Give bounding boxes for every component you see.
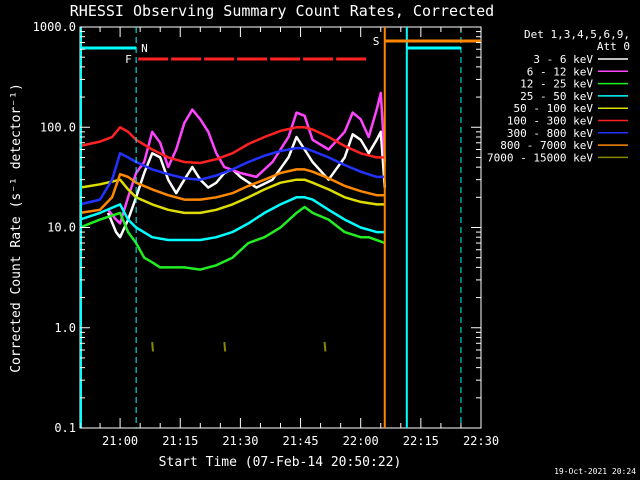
y-tick-label: 1.0 [54, 321, 76, 335]
x-tick-label: 22:00 [343, 434, 379, 448]
legend-entry-label: 7000 - 15000 keV [487, 151, 593, 164]
series-layer [79, 91, 387, 352]
y-tick-label: 1000.0 [33, 20, 76, 34]
legend-entry-label: 6 - 12 keV [527, 65, 594, 78]
saa-marker-label: S [373, 35, 380, 48]
legend-entry-label: 800 - 7000 keV [500, 139, 593, 152]
legend-entry-label: 12 - 25 keV [520, 78, 593, 91]
legend-header-line: Att 0 [597, 40, 630, 53]
legend-entry-label: 300 - 800 keV [507, 127, 593, 140]
y-axis-label: Corrected Count Rate (s⁻¹ detector⁻¹) [9, 83, 24, 373]
overlay-layer: NF S [80, 27, 481, 428]
series-7000-15000-kev-mark [223, 341, 227, 352]
series-800-7000-kev-line [79, 168, 385, 215]
series-7000-15000-kev-mark [151, 341, 154, 352]
series-12-25-kev-line [79, 205, 386, 271]
chart-title: RHESSI Observing Summary Count Rates, Co… [70, 2, 494, 20]
series-6-12-kev-line [107, 91, 387, 225]
footer-date: 19-Oct-2021 20:24 [554, 467, 636, 476]
series-7000-15000-kev-mark [323, 341, 327, 352]
y-tick-label: 100.0 [40, 120, 76, 134]
legend-entry-label: 3 - 6 keV [533, 53, 593, 66]
x-tick-label: 22:15 [403, 434, 439, 448]
night-marker-label: N [141, 42, 148, 55]
x-axis-label: Start Time (07-Feb-14 20:50:22) [159, 455, 402, 470]
axis-layer: 0.1 1.0 10.0 100.0 1000.0 21:00 21:15 21:30 21:4… [33, 20, 499, 448]
legend-entry-label: 50 - 100 keV [514, 102, 594, 115]
flare-marker-label: F [125, 53, 132, 66]
legend-header-line: Det 1,3,4,5,6,9, [524, 28, 630, 41]
y-tick-label: 10.0 [47, 221, 76, 235]
x-tick-label: 21:00 [102, 434, 138, 448]
series-300-800-kev-line [79, 146, 385, 206]
series-25-50-kev-line [79, 196, 385, 242]
x-tick-label: 21:45 [282, 434, 318, 448]
legend-entry-label: 25 - 50 keV [520, 90, 593, 103]
series-100-300-kev-line [79, 126, 385, 165]
y-tick-label: 0.1 [54, 421, 76, 435]
x-tick-label: 21:30 [222, 434, 258, 448]
legend-entry-label: 100 - 300 keV [507, 115, 593, 128]
series-50-100-kev-line [79, 178, 385, 215]
x-tick-label: 22:30 [463, 434, 499, 448]
x-tick-label: 21:15 [162, 434, 198, 448]
